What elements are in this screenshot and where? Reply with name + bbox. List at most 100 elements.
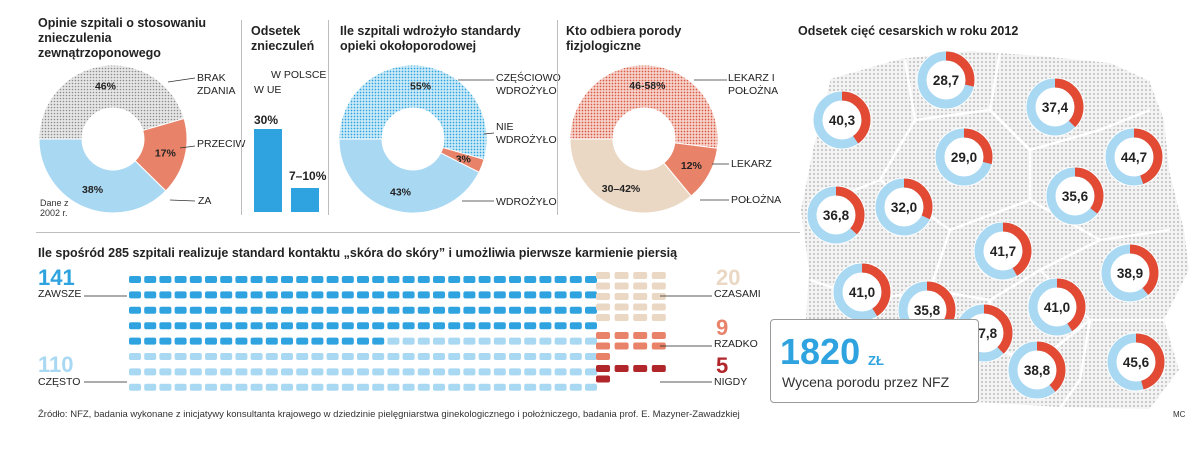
- waffle-cell-sometimes: [614, 303, 629, 311]
- cesarean-value: 32,0: [891, 200, 917, 215]
- waffle-cell-always: [174, 291, 187, 299]
- waffle-cell-always: [220, 291, 233, 299]
- waffle-cell-always: [189, 322, 202, 330]
- waffle-cell-always: [387, 291, 400, 299]
- waffle-cell-always: [387, 306, 400, 314]
- waffle-cell-often: [357, 353, 369, 360]
- waffle-cell-often: [478, 383, 491, 391]
- waffle-cell-rarely: [651, 332, 666, 339]
- waffle-cell-always: [281, 306, 293, 314]
- slice-midwife: [569, 138, 692, 214]
- waffle-cell-sometimes: [633, 314, 648, 321]
- waffle-cell-always: [205, 276, 217, 283]
- waffle-cell-always: [205, 337, 217, 345]
- opinions-donut: 46% 17% 38%: [38, 64, 188, 214]
- waffle-cell-always: [250, 337, 263, 345]
- waffle-cell-rarely: [614, 332, 629, 339]
- waffle-cell-often: [585, 337, 597, 345]
- waffle-cell-always: [235, 306, 248, 314]
- cesarean-ring: 37,4: [1025, 77, 1085, 137]
- waffle-cell-always: [357, 322, 369, 330]
- standards-donut: 55%3%43%: [338, 64, 488, 214]
- waffle-cell-often: [372, 383, 385, 391]
- slice-against-label: 17%: [155, 147, 177, 159]
- waffle-cell-always: [357, 276, 369, 283]
- slice-implemented-label: 43%: [390, 187, 412, 199]
- cesarean-ring: 32,0: [874, 177, 934, 237]
- cesarean-ring: 41,0: [1027, 277, 1087, 337]
- delivery-title: Kto odbiera porody fizjologiczne: [566, 24, 682, 53]
- delivery-label-doctor: LEKARZ: [731, 158, 772, 170]
- waffle-cell-always: [372, 276, 385, 283]
- waffle-cell-often: [569, 353, 582, 360]
- waffle-cell-sometimes: [614, 314, 629, 321]
- divider-1: [241, 20, 242, 215]
- delivery-donut: 46-58% 12% 30–42%: [569, 64, 719, 214]
- waffle-cell-sometimes: [614, 293, 629, 300]
- cesarean-value: 28,7: [933, 73, 959, 88]
- waffle-cell-always: [144, 322, 157, 330]
- waffle-cell-often: [463, 337, 476, 345]
- waffle-cell-always: [524, 306, 537, 314]
- waffle-cell-often: [326, 353, 339, 360]
- divider-2: [328, 20, 329, 215]
- waffle-cell-sometimes: [633, 293, 648, 300]
- waffle-cell-often: [174, 368, 187, 376]
- waffle-cell-always: [250, 322, 263, 330]
- waffle-cell-always: [341, 276, 354, 283]
- slice-no-opinion-label: 46%: [95, 81, 117, 93]
- credit: MC: [1173, 410, 1186, 419]
- waffle-cell-always: [585, 322, 597, 330]
- waffle-cell-often: [235, 383, 248, 391]
- waffle-cell-always: [220, 337, 233, 345]
- standards-label-not: NIE WDROŻYŁO: [496, 121, 557, 146]
- cesarean-value: 35,8: [914, 303, 941, 318]
- waffle-cell-always: [524, 322, 537, 330]
- waffle-cell-sometimes: [651, 272, 666, 279]
- waffle-cell-always: [205, 291, 217, 299]
- waffle-cell-often: [509, 353, 521, 360]
- waffle-cell-always: [372, 322, 385, 330]
- waffle-cell-often: [387, 353, 400, 360]
- waffle-cell-always: [509, 306, 521, 314]
- price-caption: Wycena porodu przez NFZ: [782, 374, 950, 390]
- waffle-cell-always: [478, 291, 491, 299]
- waffle-cell-always: [265, 322, 278, 330]
- waffle-cell-sometimes: [651, 282, 666, 290]
- waffle-value-always: 141: [38, 265, 75, 290]
- waffle-cell-often: [281, 353, 293, 360]
- slice-no-opinion: [38, 64, 185, 140]
- waffle-cell-often: [509, 383, 521, 391]
- waffle-cell-always: [341, 291, 354, 299]
- waffle-cell-often: [448, 368, 461, 376]
- waffle-title: Ile spośród 285 szpitali realizuje stand…: [38, 246, 678, 260]
- waffle-cell-always: [235, 276, 248, 283]
- waffle-label-sometimes: CZASAMI: [714, 288, 761, 300]
- cesarean-ring: 40,3: [812, 90, 872, 150]
- waffle-cell-always: [174, 306, 187, 314]
- waffle-cell-always: [387, 322, 400, 330]
- bar-poland: [291, 188, 319, 212]
- cesarean-ring: 38,8: [1007, 340, 1067, 400]
- waffle-cell-always: [433, 306, 445, 314]
- waffle-cell-always: [417, 276, 430, 283]
- waffle-cell-always: [311, 291, 324, 299]
- waffle-cell-always: [341, 306, 354, 314]
- waffle-cell-often: [463, 368, 476, 376]
- waffle-cell-often: [539, 353, 552, 360]
- waffle-cell-sometimes: [596, 272, 610, 279]
- waffle-cell-often: [478, 353, 491, 360]
- waffle-cell-always: [235, 322, 248, 330]
- waffle-cell-always: [220, 276, 233, 283]
- waffle-cell-often: [585, 353, 597, 360]
- waffle-cell-always: [448, 291, 461, 299]
- opinions-label-neutral: BRAK ZDANIA: [197, 72, 236, 97]
- waffle-cell-always: [220, 306, 233, 314]
- waffle-cell-sometimes: [633, 282, 648, 290]
- bar-eu: [254, 129, 282, 212]
- cesarean-ring: 44,7: [1104, 127, 1164, 187]
- waffle-cell-always: [554, 291, 567, 299]
- waffle-cell-often: [402, 368, 415, 376]
- waffle-cell-often: [524, 353, 537, 360]
- waffle-cell-always: [433, 276, 445, 283]
